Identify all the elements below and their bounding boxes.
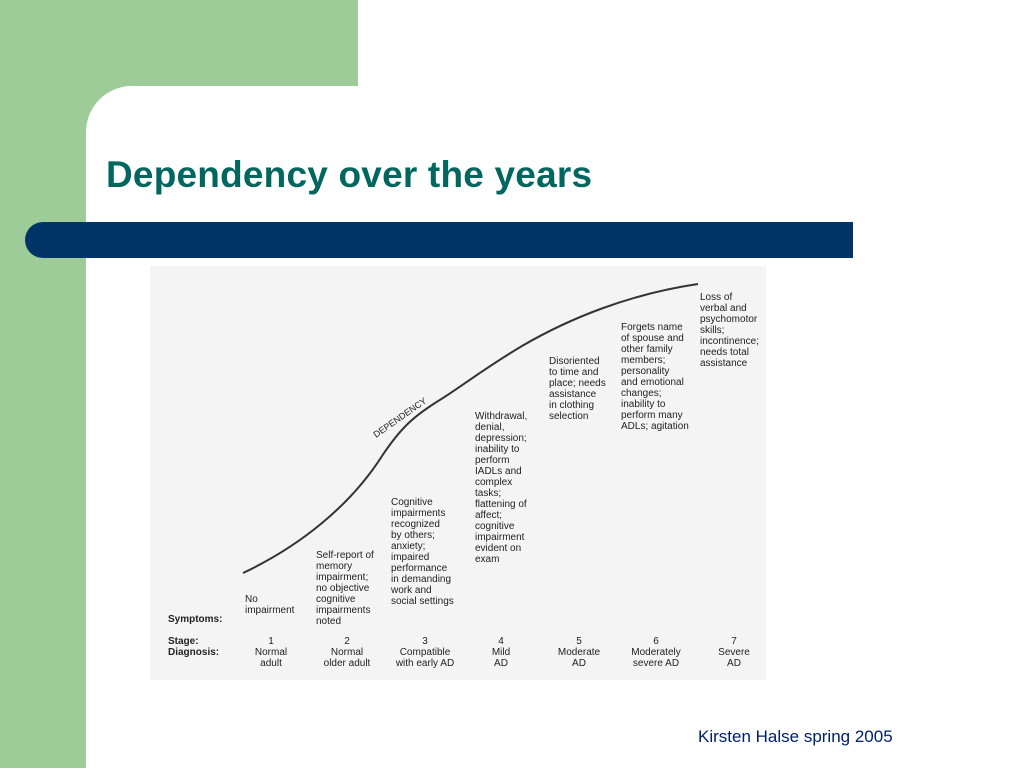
symptoms-row-label: Symptoms: bbox=[168, 614, 223, 625]
diagnosis-stage-2: Normal older adult bbox=[323, 647, 371, 669]
title-underline-bar bbox=[25, 222, 853, 258]
dependency-figure: DEPENDENCY No impairment Self-report of … bbox=[150, 266, 766, 680]
diagnosis-stage-6: Moderately severe AD bbox=[631, 647, 681, 669]
symptom-stage-7: Loss of verbal and psychomotor skills; i… bbox=[700, 292, 759, 369]
slide-title: Dependency over the years bbox=[106, 154, 593, 195]
slide-footer: Kirsten Halse spring 2005 bbox=[698, 727, 893, 746]
symptom-stage-4: Withdrawal, denial, depression; inabilit… bbox=[475, 411, 528, 565]
dependency-curve-svg: DEPENDENCY bbox=[242, 283, 699, 574]
symptom-stage-6: Forgets name of spouse and other family … bbox=[621, 322, 689, 432]
diagnosis-stage-3: Compatible with early AD bbox=[395, 647, 455, 669]
stage-number-4: 4 bbox=[498, 636, 504, 647]
diagnosis-stage-5: Moderate AD bbox=[557, 647, 601, 669]
stage-number-6: 6 bbox=[653, 636, 659, 647]
stage-row-label: Stage: bbox=[168, 636, 199, 647]
symptom-stage-5: Disoriented to time and place; needs ass… bbox=[549, 356, 606, 422]
diagnosis-stage-1: Normal adult bbox=[254, 647, 288, 669]
dependency-curve bbox=[242, 283, 699, 574]
stage-number-3: 3 bbox=[422, 636, 428, 647]
diagnosis-stage-7: Severe AD bbox=[718, 647, 750, 669]
stage-number-5: 5 bbox=[576, 636, 582, 647]
symptom-stage-2: Self-report of memory impairment; no obj… bbox=[316, 550, 374, 627]
stage-number-7: 7 bbox=[731, 636, 737, 647]
diagnosis-stage-4: Mild AD bbox=[491, 647, 511, 669]
stage-number-2: 2 bbox=[344, 636, 350, 647]
stage-number-1: 1 bbox=[268, 636, 274, 647]
symptom-stage-3: Cognitive impairments recognized by othe… bbox=[391, 497, 454, 607]
diagnosis-row-label: Diagnosis: bbox=[168, 647, 220, 658]
symptom-stage-1: No impairment bbox=[245, 594, 295, 616]
